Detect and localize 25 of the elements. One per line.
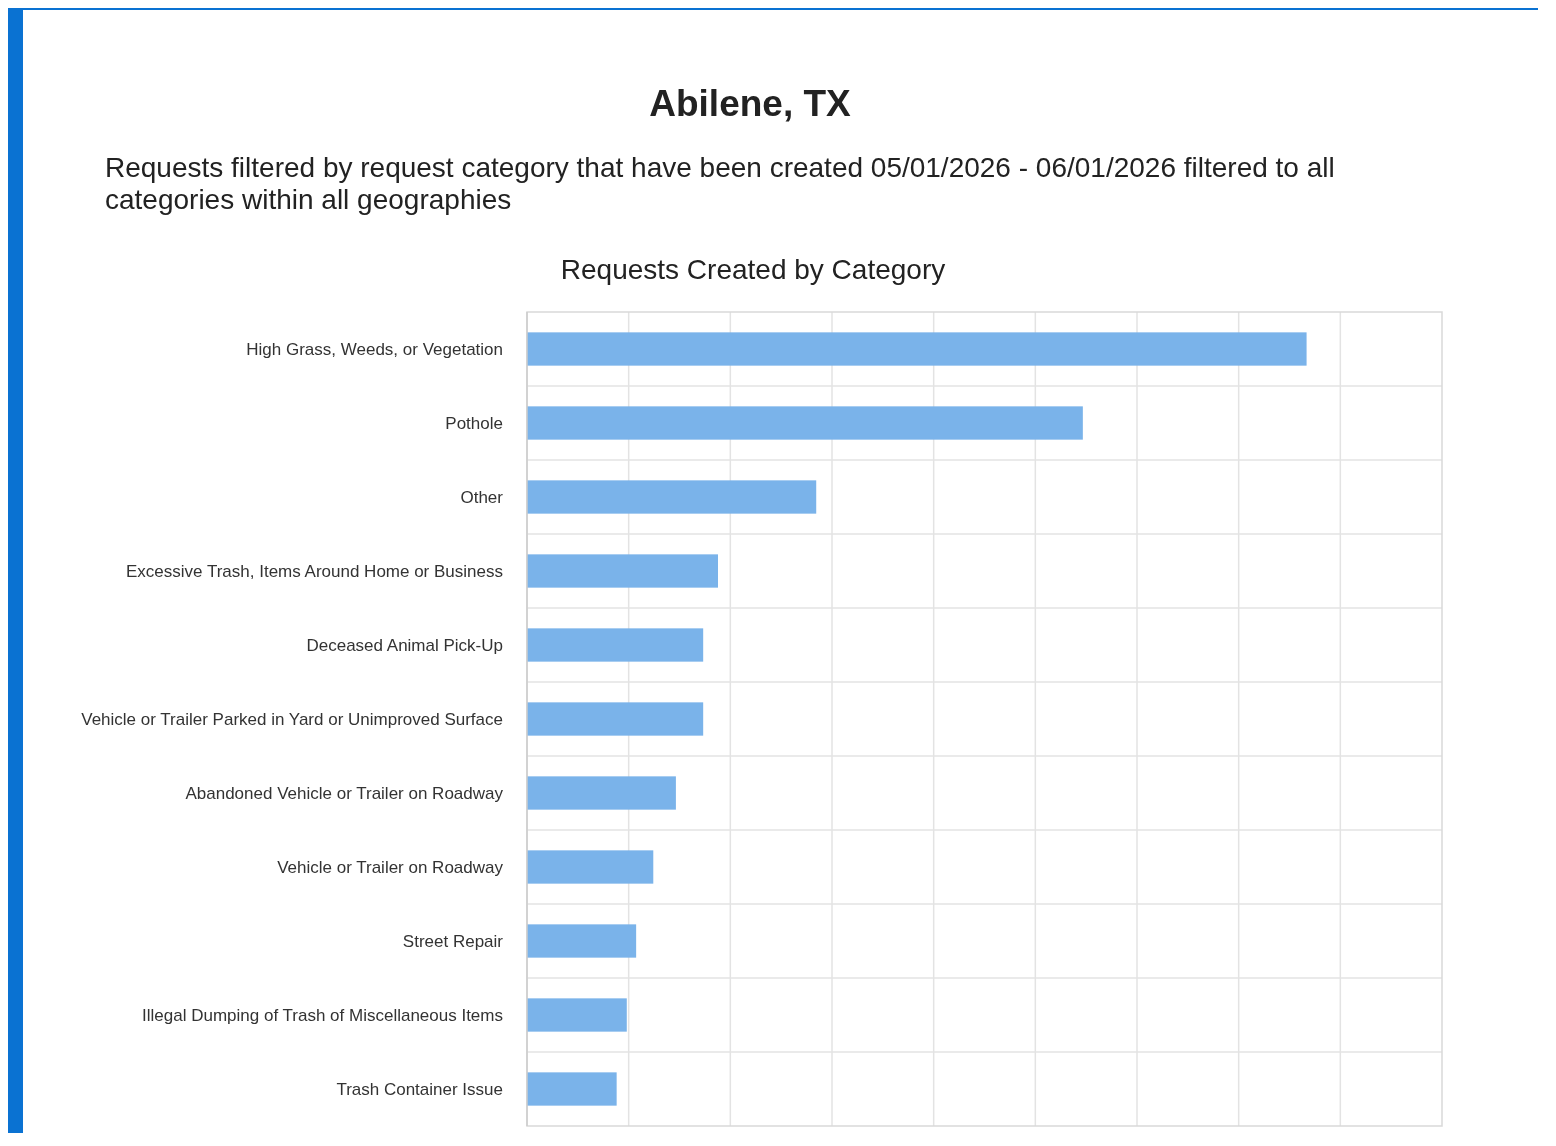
y-tick-label: Other: [460, 487, 504, 507]
bar: [527, 554, 718, 588]
y-tick-label: Trash Container Issue: [336, 1079, 503, 1099]
bar: [527, 924, 637, 958]
bar: [527, 850, 654, 884]
y-tick-label: Street Repair: [402, 931, 504, 951]
y-tick-label: Excessive Trash, Items Around Home or Business: [126, 561, 503, 581]
chart-title: Requests Created by Category: [560, 254, 946, 285]
y-tick-label: Deceased Animal Pick-Up: [306, 635, 503, 655]
y-tick-label: Vehicle or Trailer Parked in Yard or Unimproved Surface: [81, 709, 503, 729]
y-tick-label: Vehicle or Trailer on Roadway: [277, 857, 504, 877]
bar: [527, 776, 676, 810]
bar: [527, 332, 1307, 366]
y-tick-label: Pothole: [445, 413, 503, 433]
bar: [527, 1072, 617, 1106]
bar: [527, 702, 704, 736]
bar: [527, 998, 627, 1032]
text: Requests filtered by request category that have been created 05/01/2026 - 06/01/2026 filtered to all categories within all geographies: [105, 152, 1336, 216]
y-tick-label: High Grass, Weeds, or Vegetation: [246, 339, 503, 359]
bar: [527, 480, 817, 514]
text: Abilene, TX: [649, 83, 852, 124]
y-tick-label: Illegal Dumping of Trash of Miscellaneous Items: [142, 1005, 503, 1025]
y-tick-label: Abandoned Vehicle or Trailer on Roadway: [185, 783, 504, 803]
bar: [527, 628, 704, 662]
bar: [527, 406, 1083, 440]
